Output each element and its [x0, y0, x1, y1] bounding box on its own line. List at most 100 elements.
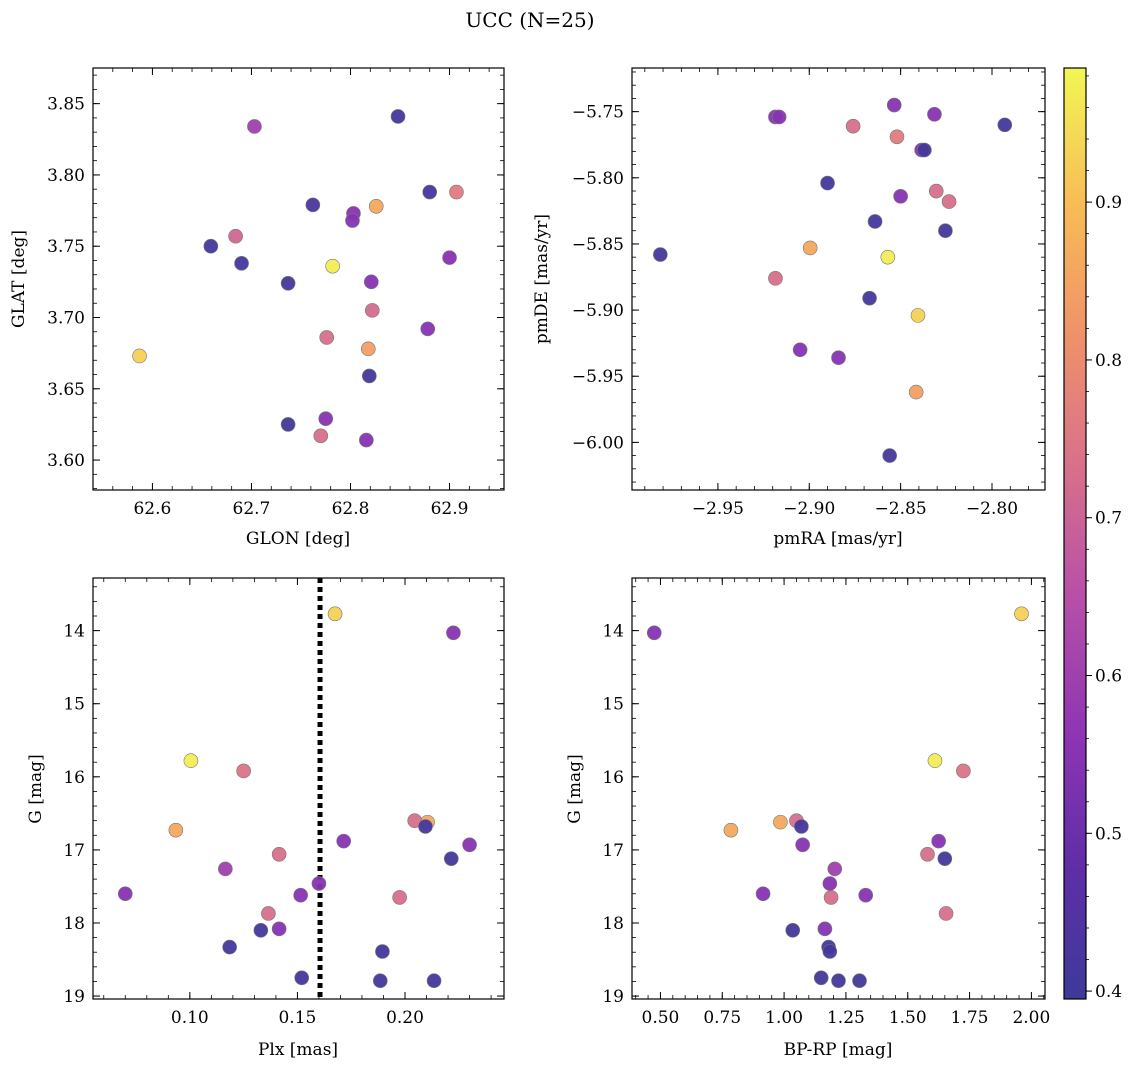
scatter-points-bprp-g: [646, 606, 1029, 989]
scatter-point: [203, 238, 219, 254]
axes-frame: [92, 67, 505, 491]
y-tick-label: 15: [63, 695, 85, 715]
y-tick-label: −6.00: [572, 433, 624, 453]
x-tick-label: 0.15: [278, 1008, 316, 1028]
scatter-point: [956, 763, 971, 779]
scatter-point: [422, 184, 438, 200]
colorbar-tick-label: 0.8: [1095, 351, 1122, 371]
y-tick-label: 16: [602, 768, 624, 788]
scatter-point: [920, 846, 935, 862]
y-axis-label: G [mag]: [26, 754, 46, 823]
scatter-point: [723, 822, 739, 838]
y-tick-label: 3.60: [47, 451, 85, 471]
x-tick-label: 0.10: [171, 1008, 209, 1028]
scatter-point: [132, 348, 147, 364]
colorbar: 0.4 0.5 0.6 0.7 0.8 0.9: [1063, 67, 1122, 1002]
scatter-point: [773, 814, 788, 830]
scatter-point: [785, 922, 801, 938]
scatter-points-glon-glat: [132, 109, 464, 448]
scatter-point: [823, 890, 839, 905]
scatter-point: [795, 837, 810, 853]
ticks-glon-glat: 62.6 62.7 62.8 62.9 3.60 3.65 3.70 3.75 3.80 3.85: [47, 68, 504, 519]
scatter-point: [361, 341, 376, 357]
y-tick-label: 17: [63, 841, 85, 861]
scatter-point: [372, 973, 388, 989]
y-tick-label: 19: [602, 987, 624, 1007]
scatter-point: [917, 142, 932, 158]
x-tick-label: 1.50: [889, 1008, 927, 1028]
scatter-point: [653, 247, 668, 262]
scatter-point: [345, 213, 360, 228]
y-axis-label: G [mag]: [565, 754, 585, 823]
scatter-points-pmra-pmde: [653, 97, 1013, 463]
colorbar-tick-label: 0.7: [1095, 509, 1122, 529]
scatter-point: [336, 833, 351, 849]
scatter-point: [820, 175, 835, 191]
scatter-point: [817, 921, 833, 937]
scatter-point: [390, 109, 406, 124]
scatter-point: [236, 763, 251, 779]
y-tick-label: 15: [602, 695, 624, 715]
y-tick-label: −5.80: [572, 169, 624, 189]
x-tick-label: 1.25: [827, 1008, 865, 1028]
figure-title: UCC (N=25): [465, 8, 594, 32]
scatter-point: [938, 906, 954, 921]
x-tick-label: 2.00: [1012, 1008, 1050, 1028]
scatter-point: [852, 973, 867, 989]
scatter-point: [294, 970, 310, 986]
scatter-point: [794, 819, 809, 834]
scatter-point: [889, 129, 905, 145]
scatter-point: [359, 432, 374, 448]
scatter-point: [862, 290, 877, 306]
colorbar-tick-label: 0.5: [1095, 824, 1122, 844]
x-axis-label: BP-RP [mag]: [784, 1040, 893, 1060]
scatter-point: [222, 939, 237, 955]
scatter-point: [311, 876, 327, 891]
scatter-point: [318, 411, 334, 427]
scatter-point: [446, 625, 461, 641]
scatter-point: [392, 890, 407, 905]
scatter-point: [183, 753, 199, 769]
scatter-point: [646, 625, 662, 641]
y-tick-label: 3.80: [47, 166, 85, 186]
scatter-point: [822, 876, 838, 891]
colorbar-tick-label: 0.6: [1095, 667, 1122, 687]
scatter-point: [845, 118, 861, 134]
scatter-point: [420, 321, 436, 337]
y-tick-label: 3.70: [47, 308, 85, 328]
y-tick-label: −5.75: [572, 103, 624, 123]
scatter-point: [327, 606, 343, 622]
scatter-point: [768, 271, 783, 286]
y-tick-label: 3.65: [47, 380, 85, 400]
x-axis-label: pmRA [mas/yr]: [773, 529, 902, 549]
y-axis-label: pmDE [mas/yr]: [532, 214, 552, 344]
scatter-point: [997, 117, 1013, 133]
scatter-point: [313, 428, 329, 444]
scatter-point: [319, 330, 335, 345]
x-tick-label: −2.95: [692, 499, 744, 519]
scatter-point: [827, 861, 843, 877]
x-axis-label: GLON [deg]: [246, 529, 350, 549]
scatter-point: [938, 223, 953, 239]
y-tick-label: 3.85: [47, 95, 85, 115]
scatter-point: [813, 970, 829, 986]
y-tick-label: 16: [63, 768, 85, 788]
scatter-point: [755, 886, 771, 902]
y-tick-label: 3.75: [47, 237, 85, 257]
scatter-point: [882, 448, 897, 463]
scatter-point: [280, 417, 296, 432]
scatter-point: [822, 944, 838, 959]
y-axis-label: GLAT [deg]: [9, 230, 29, 328]
y-tick-label: 18: [63, 914, 85, 934]
scatter-point: [426, 973, 442, 989]
panel-bprp-g: 0.50 0.75 1.00 1.25 1.50 1.75 2.00 14 15 16 17 18 19…: [565, 577, 1050, 1060]
x-tick-label: 0.20: [386, 1008, 424, 1028]
scatter-point: [927, 107, 942, 122]
scatter-points-plx-g: [117, 578, 477, 999]
scatter-point: [247, 119, 262, 134]
scatter-point: [364, 303, 380, 318]
scatter-point: [771, 109, 787, 125]
y-tick-label: 17: [602, 841, 624, 861]
x-tick-label: 62.6: [133, 499, 171, 519]
scatter-point: [858, 887, 874, 903]
